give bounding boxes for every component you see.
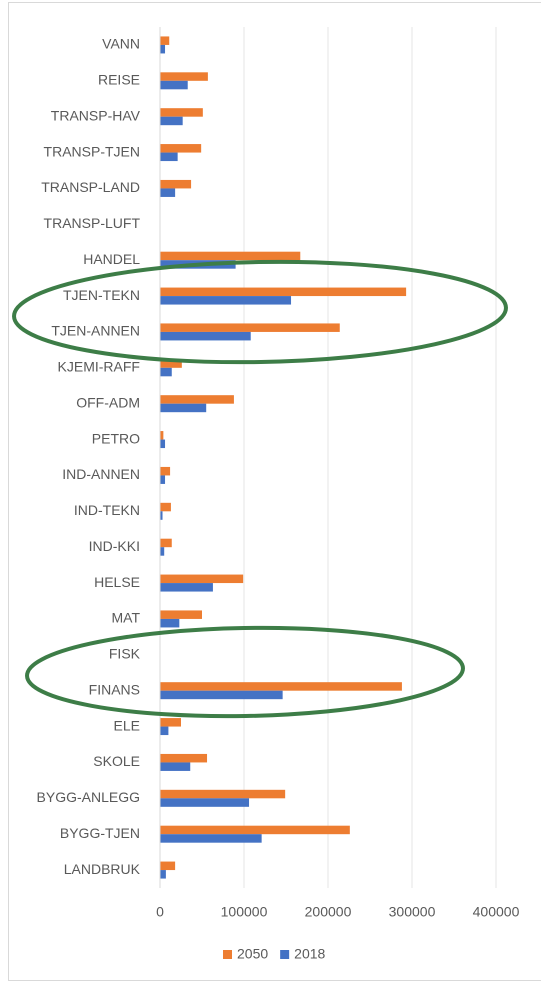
y-tick-label: FISK [109,646,141,662]
bar [160,762,191,771]
x-tick-label: 100000 [221,904,268,920]
y-tick-label: FINANS [89,681,140,697]
bar [160,690,283,700]
bar [160,502,171,512]
bar [160,188,176,197]
y-tick-label: TJEN-ANNEN [51,323,140,339]
bar [160,72,208,81]
y-tick-label: TRANSP-LUFT [44,215,141,231]
bar [160,439,166,449]
x-tick-label: 300000 [389,904,436,920]
y-tick-label: IND-TEKN [74,502,140,518]
y-tick-label: VANN [102,36,140,52]
y-tick-label: PETRO [92,430,140,446]
highlight-ellipse [12,259,508,365]
bar [160,753,208,763]
bar [160,538,172,548]
y-tick-label: LANDBRUK [64,861,141,877]
bar [160,331,251,341]
legend-swatch [223,950,232,959]
plot-area: 0 100000 200000 300000 400000 VANN REISE TRANSP… [37,27,520,920]
x-tick-label: 200000 [305,904,352,920]
bar [160,179,192,189]
y-tick-label: REISE [98,72,140,88]
y-tick-label: IND-KKI [89,538,140,554]
bar [160,44,166,54]
y-tick-label: HELSE [94,574,140,590]
y-tick-label: TRANSP-HAV [51,107,141,123]
y-tick-label: SKOLE [93,753,140,769]
legend-label: 2018 [294,946,325,962]
bar [160,726,169,736]
x-tick-label: 0 [156,904,164,920]
bar [160,287,407,297]
chart-frame [8,2,541,981]
bar [160,547,165,556]
bar [160,574,244,584]
bar [160,323,340,332]
y-tick-label: KJEMI-RAFF [58,359,140,375]
bar [160,618,180,628]
bar [160,36,170,45]
bar [160,718,181,727]
bar [160,152,178,162]
bar [160,583,213,592]
x-tick-label: 400000 [473,904,520,920]
legend-label: 2050 [237,946,268,962]
y-tick-label: TRANSP-TJEN [44,143,140,159]
bar [160,80,188,90]
bar [160,861,176,871]
bar [160,825,350,835]
y-tick-label: BYGG-ANLEGG [37,789,140,805]
bar [160,431,164,440]
bar [160,395,234,404]
bar [160,834,262,843]
bar [160,798,250,807]
bar [160,682,402,691]
bar [160,108,203,117]
bar [160,511,163,520]
y-tick-label: ELE [114,717,140,733]
y-tick-label: HANDEL [83,251,140,267]
bar [160,359,182,368]
bar [160,466,171,476]
bar [160,144,202,153]
bar [160,403,207,413]
y-tick-label: IND-ANNEN [62,466,140,482]
bar [160,870,166,879]
legend-swatch [280,950,290,959]
y-tick-label: OFF-ADM [76,394,140,410]
y-tick-label: MAT [111,610,140,626]
bar [160,789,286,799]
bar [160,251,301,261]
bar [160,116,183,126]
highlight-ellipse [25,625,465,719]
bar [160,475,166,484]
bar [160,296,292,305]
y-tick-label: TRANSP-LAND [41,179,140,195]
y-tick-label: BYGG-TJEN [60,825,140,841]
bar [160,367,172,377]
bar [160,610,202,619]
y-tick-label: TJEN-TEKN [63,287,140,303]
